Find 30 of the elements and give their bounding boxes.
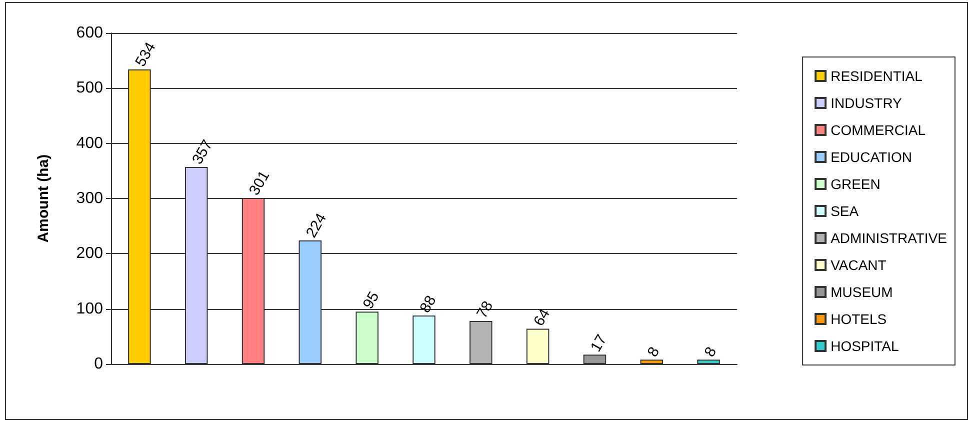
data-label: 95	[360, 288, 383, 312]
y-axis-title: Amount (ha)	[35, 154, 52, 243]
legend-label: HOTELS	[830, 311, 887, 327]
legend-label: INDUSTRY	[830, 95, 903, 111]
data-label: 8	[701, 344, 720, 360]
y-tick-label: 0	[94, 356, 104, 372]
legend-label: HOSPITAL	[830, 338, 899, 354]
y-tick-label: 500	[76, 80, 104, 97]
data-label: 357	[189, 137, 216, 168]
data-label: 78	[474, 298, 497, 322]
legend-label: SEA	[830, 203, 860, 219]
y-tick-label: 100	[76, 300, 104, 318]
data-label: 301	[246, 168, 274, 198]
data-label: 17	[587, 332, 610, 355]
data-label: 8	[644, 344, 664, 360]
data-label: 88	[416, 292, 440, 316]
legend-label: GREEN	[830, 176, 880, 192]
data-label: 224	[302, 210, 330, 241]
data-label: 64	[530, 306, 554, 329]
y-tick-label: 400	[76, 134, 104, 152]
y-tick-label: 300	[76, 190, 104, 207]
legend-label: ADMINISTRATIVE	[830, 230, 948, 246]
legend-label: COMMERCIAL	[830, 122, 926, 138]
legend-label: VACANT	[830, 257, 887, 273]
legend-label: RESIDENTIAL	[830, 68, 923, 84]
y-tick-label: 600	[76, 24, 104, 42]
legend-label: MUSEUM	[830, 284, 893, 300]
legend-label: EDUCATION	[830, 149, 912, 165]
y-tick-label: 200	[76, 245, 104, 262]
data-label: 534	[132, 39, 160, 70]
